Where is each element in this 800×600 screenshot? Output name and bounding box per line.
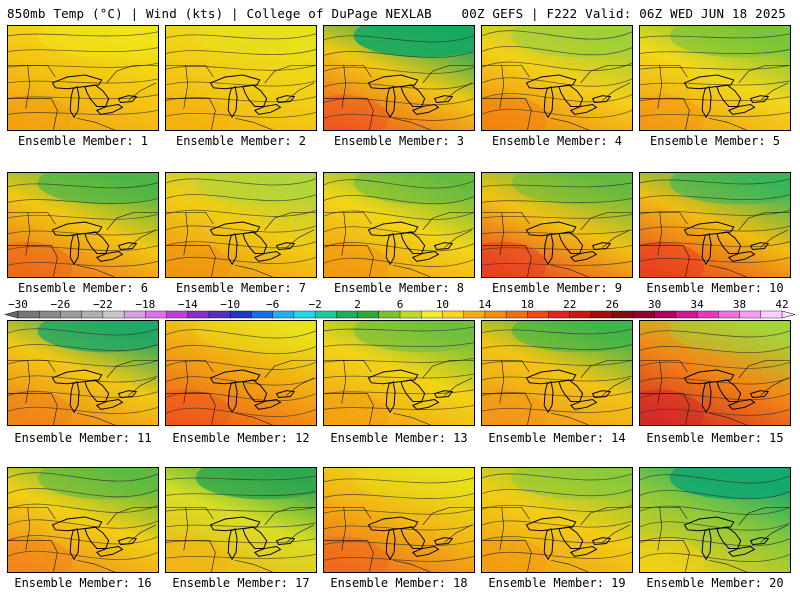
ensemble-member-map: [639, 172, 791, 278]
colorbar-swatch: [484, 310, 507, 319]
map-title: 850mb Temp (°C) | Wind (kts) | College o…: [7, 6, 432, 21]
colorbar-swatch: [633, 310, 656, 319]
colorbar-swatch: [718, 310, 741, 319]
ensemble-member-label: Ensemble Member: 6: [17, 281, 149, 295]
ensemble-member-map: [7, 172, 159, 278]
colorbar-swatch: [463, 310, 486, 319]
colorbar-tick-label: 34: [690, 298, 704, 311]
colorbar-swatch: [336, 310, 359, 319]
ensemble-member-map: [7, 467, 159, 573]
colorbar-swatch: [569, 310, 592, 319]
colorbar-tick-label: −26: [51, 298, 71, 311]
colorbar-swatch: [505, 310, 528, 319]
ensemble-member-label: Ensemble Member: 5: [649, 134, 781, 148]
ensemble-member-map: [481, 25, 633, 131]
colorbar-swatch: [17, 310, 40, 319]
ensemble-member-map: [165, 467, 317, 573]
ensemble-member-label: Ensemble Member: 4: [491, 134, 623, 148]
colorbar-tick-label: 22: [563, 298, 576, 311]
colorbar-swatch: [145, 310, 168, 319]
ensemble-member-label: Ensemble Member: 18: [330, 576, 468, 590]
colorbar-tick-label: −22: [93, 298, 113, 311]
ensemble-member-label: Ensemble Member: 19: [488, 576, 626, 590]
colorbar-swatch: [166, 310, 189, 319]
colorbar-swatch: [612, 310, 634, 319]
colorbar-swatch: [251, 310, 274, 319]
ensemble-member-map: [639, 25, 791, 131]
colorbar-swatch: [675, 310, 698, 319]
ensemble-member-map: [323, 25, 475, 131]
colorbar-swatch: [590, 310, 613, 319]
colorbar-swatch: [293, 310, 316, 319]
colorbar-swatch: [548, 310, 571, 319]
colorbar-swatch: [760, 310, 783, 319]
ensemble-member-label: Ensemble Member: 16: [14, 576, 152, 590]
model-valid-time: 00Z GEFS | F222 Valid: 06Z WED JUN 18 20…: [461, 6, 786, 21]
colorbar-tick-label: −2: [308, 298, 321, 311]
colorbar-tick-label: −30: [8, 298, 28, 311]
colorbar-swatch: [102, 310, 125, 319]
colorbar-swatch: [272, 310, 295, 319]
colorbar-swatch: [230, 310, 252, 319]
ensemble-member-label: Ensemble Member: 14: [488, 431, 626, 445]
ensemble-member-map: [639, 320, 791, 426]
ensemble-member-label: Ensemble Member: 8: [333, 281, 465, 295]
ensemble-member-map: [481, 172, 633, 278]
ensemble-member-label: Ensemble Member: 10: [646, 281, 784, 295]
colorbar-tick-label: 10: [436, 298, 449, 311]
ensemble-member-label: Ensemble Member: 9: [491, 281, 623, 295]
colorbar-swatch: [399, 310, 422, 319]
ensemble-member-map: [323, 320, 475, 426]
colorbar-swatch: [357, 310, 380, 319]
colorbar-swatch: [187, 310, 210, 319]
colorbar-tick-label: 42: [775, 298, 788, 311]
ensemble-member-map: [323, 467, 475, 573]
colorbar-swatch: [208, 310, 231, 319]
colorbar-tick-label: 18: [521, 298, 534, 311]
colorbar-tick-label: −14: [178, 298, 198, 311]
ensemble-member-label: Ensemble Member: 2: [175, 134, 307, 148]
colorbar-swatch: [421, 310, 443, 319]
colorbar-swatch: [442, 310, 465, 319]
colorbar-swatch: [123, 310, 146, 319]
ensemble-member-map: [165, 320, 317, 426]
ensemble-member-map: [7, 25, 159, 131]
ensemble-member-label: Ensemble Member: 3: [333, 134, 465, 148]
colorbar-swatch: [378, 310, 401, 319]
ensemble-member-label: Ensemble Member: 17: [172, 576, 310, 590]
colorbar-tick-label: −10: [220, 298, 240, 311]
colorbar-swatch: [654, 310, 677, 319]
ensemble-member-label: Ensemble Member: 11: [14, 431, 152, 445]
ensemble-member-map: [323, 172, 475, 278]
ensemble-member-map: [481, 467, 633, 573]
colorbar-swatch: [739, 310, 762, 319]
ensemble-member-label: Ensemble Member: 12: [172, 431, 310, 445]
ensemble-member-map: [7, 320, 159, 426]
colorbar-swatch: [314, 310, 337, 319]
ensemble-member-label: Ensemble Member: 15: [646, 431, 784, 445]
colorbar-swatch: [60, 310, 83, 319]
colorbar-tick-label: 26: [606, 298, 619, 311]
colorbar-tick-label: 14: [478, 298, 492, 311]
ensemble-member-label: Ensemble Member: 1: [17, 134, 149, 148]
colorbar-tick-label: 38: [733, 298, 746, 311]
ensemble-member-label: Ensemble Member: 20: [646, 576, 784, 590]
colorbar-tick-label: 30: [648, 298, 661, 311]
ensemble-member-label: Ensemble Member: 13: [330, 431, 468, 445]
colorbar-swatch: [39, 310, 61, 319]
colorbar-tick-label: −6: [266, 298, 279, 311]
ensemble-member-map: [481, 320, 633, 426]
colorbar-tick-label: 2: [354, 298, 361, 311]
ensemble-member-map: [165, 25, 317, 131]
colorbar-tick-label: −18: [135, 298, 155, 311]
colorbar-swatch: [81, 310, 104, 319]
ensemble-member-label: Ensemble Member: 7: [175, 281, 307, 295]
colorbar-swatch: [527, 310, 550, 319]
colorbar-swatch: [696, 310, 719, 319]
ensemble-member-map: [165, 172, 317, 278]
ensemble-member-map: [639, 467, 791, 573]
temperature-colorbar: −30 −26 −22 −18 −14 −10 −6 −2 2 6 10 14 18 22 26 30 34 38…: [4, 298, 796, 319]
colorbar-tick-label: 6: [397, 298, 404, 311]
